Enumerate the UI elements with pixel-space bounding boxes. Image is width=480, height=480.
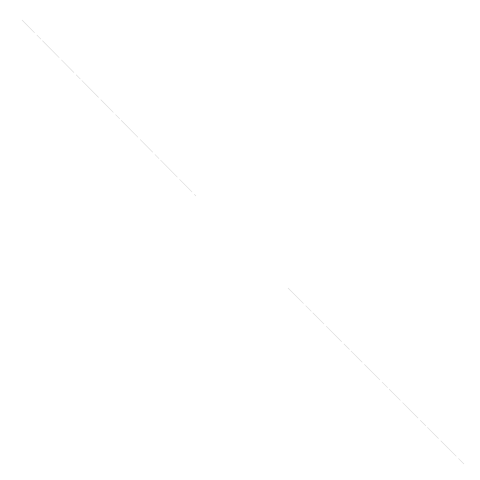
diagonal-line-upper: [21, 19, 197, 197]
diagonal-line-lower: [287, 287, 465, 465]
